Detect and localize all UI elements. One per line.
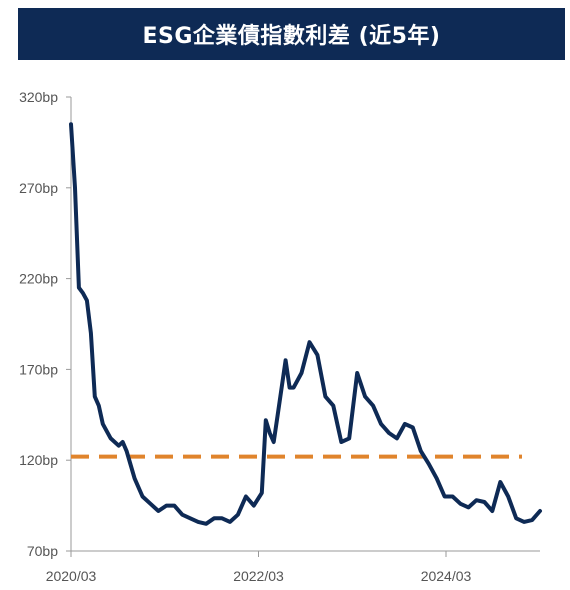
spread-series-line	[69, 122, 542, 526]
y-tick-label: 120bp	[19, 452, 58, 468]
y-tick-label: 170bp	[19, 361, 58, 377]
x-tick-label: 2022/03	[233, 568, 284, 584]
y-tick-label: 320bp	[19, 89, 58, 105]
x-tick-label: 2024/03	[421, 568, 472, 584]
x-tick-label: 2020/03	[46, 568, 97, 584]
chart-title: ESG企業債指數利差 (近5年)	[18, 8, 565, 60]
y-tick-label: 270bp	[19, 180, 58, 196]
y-tick-label: 220bp	[19, 271, 58, 287]
y-tick-label: 70bp	[27, 543, 58, 559]
